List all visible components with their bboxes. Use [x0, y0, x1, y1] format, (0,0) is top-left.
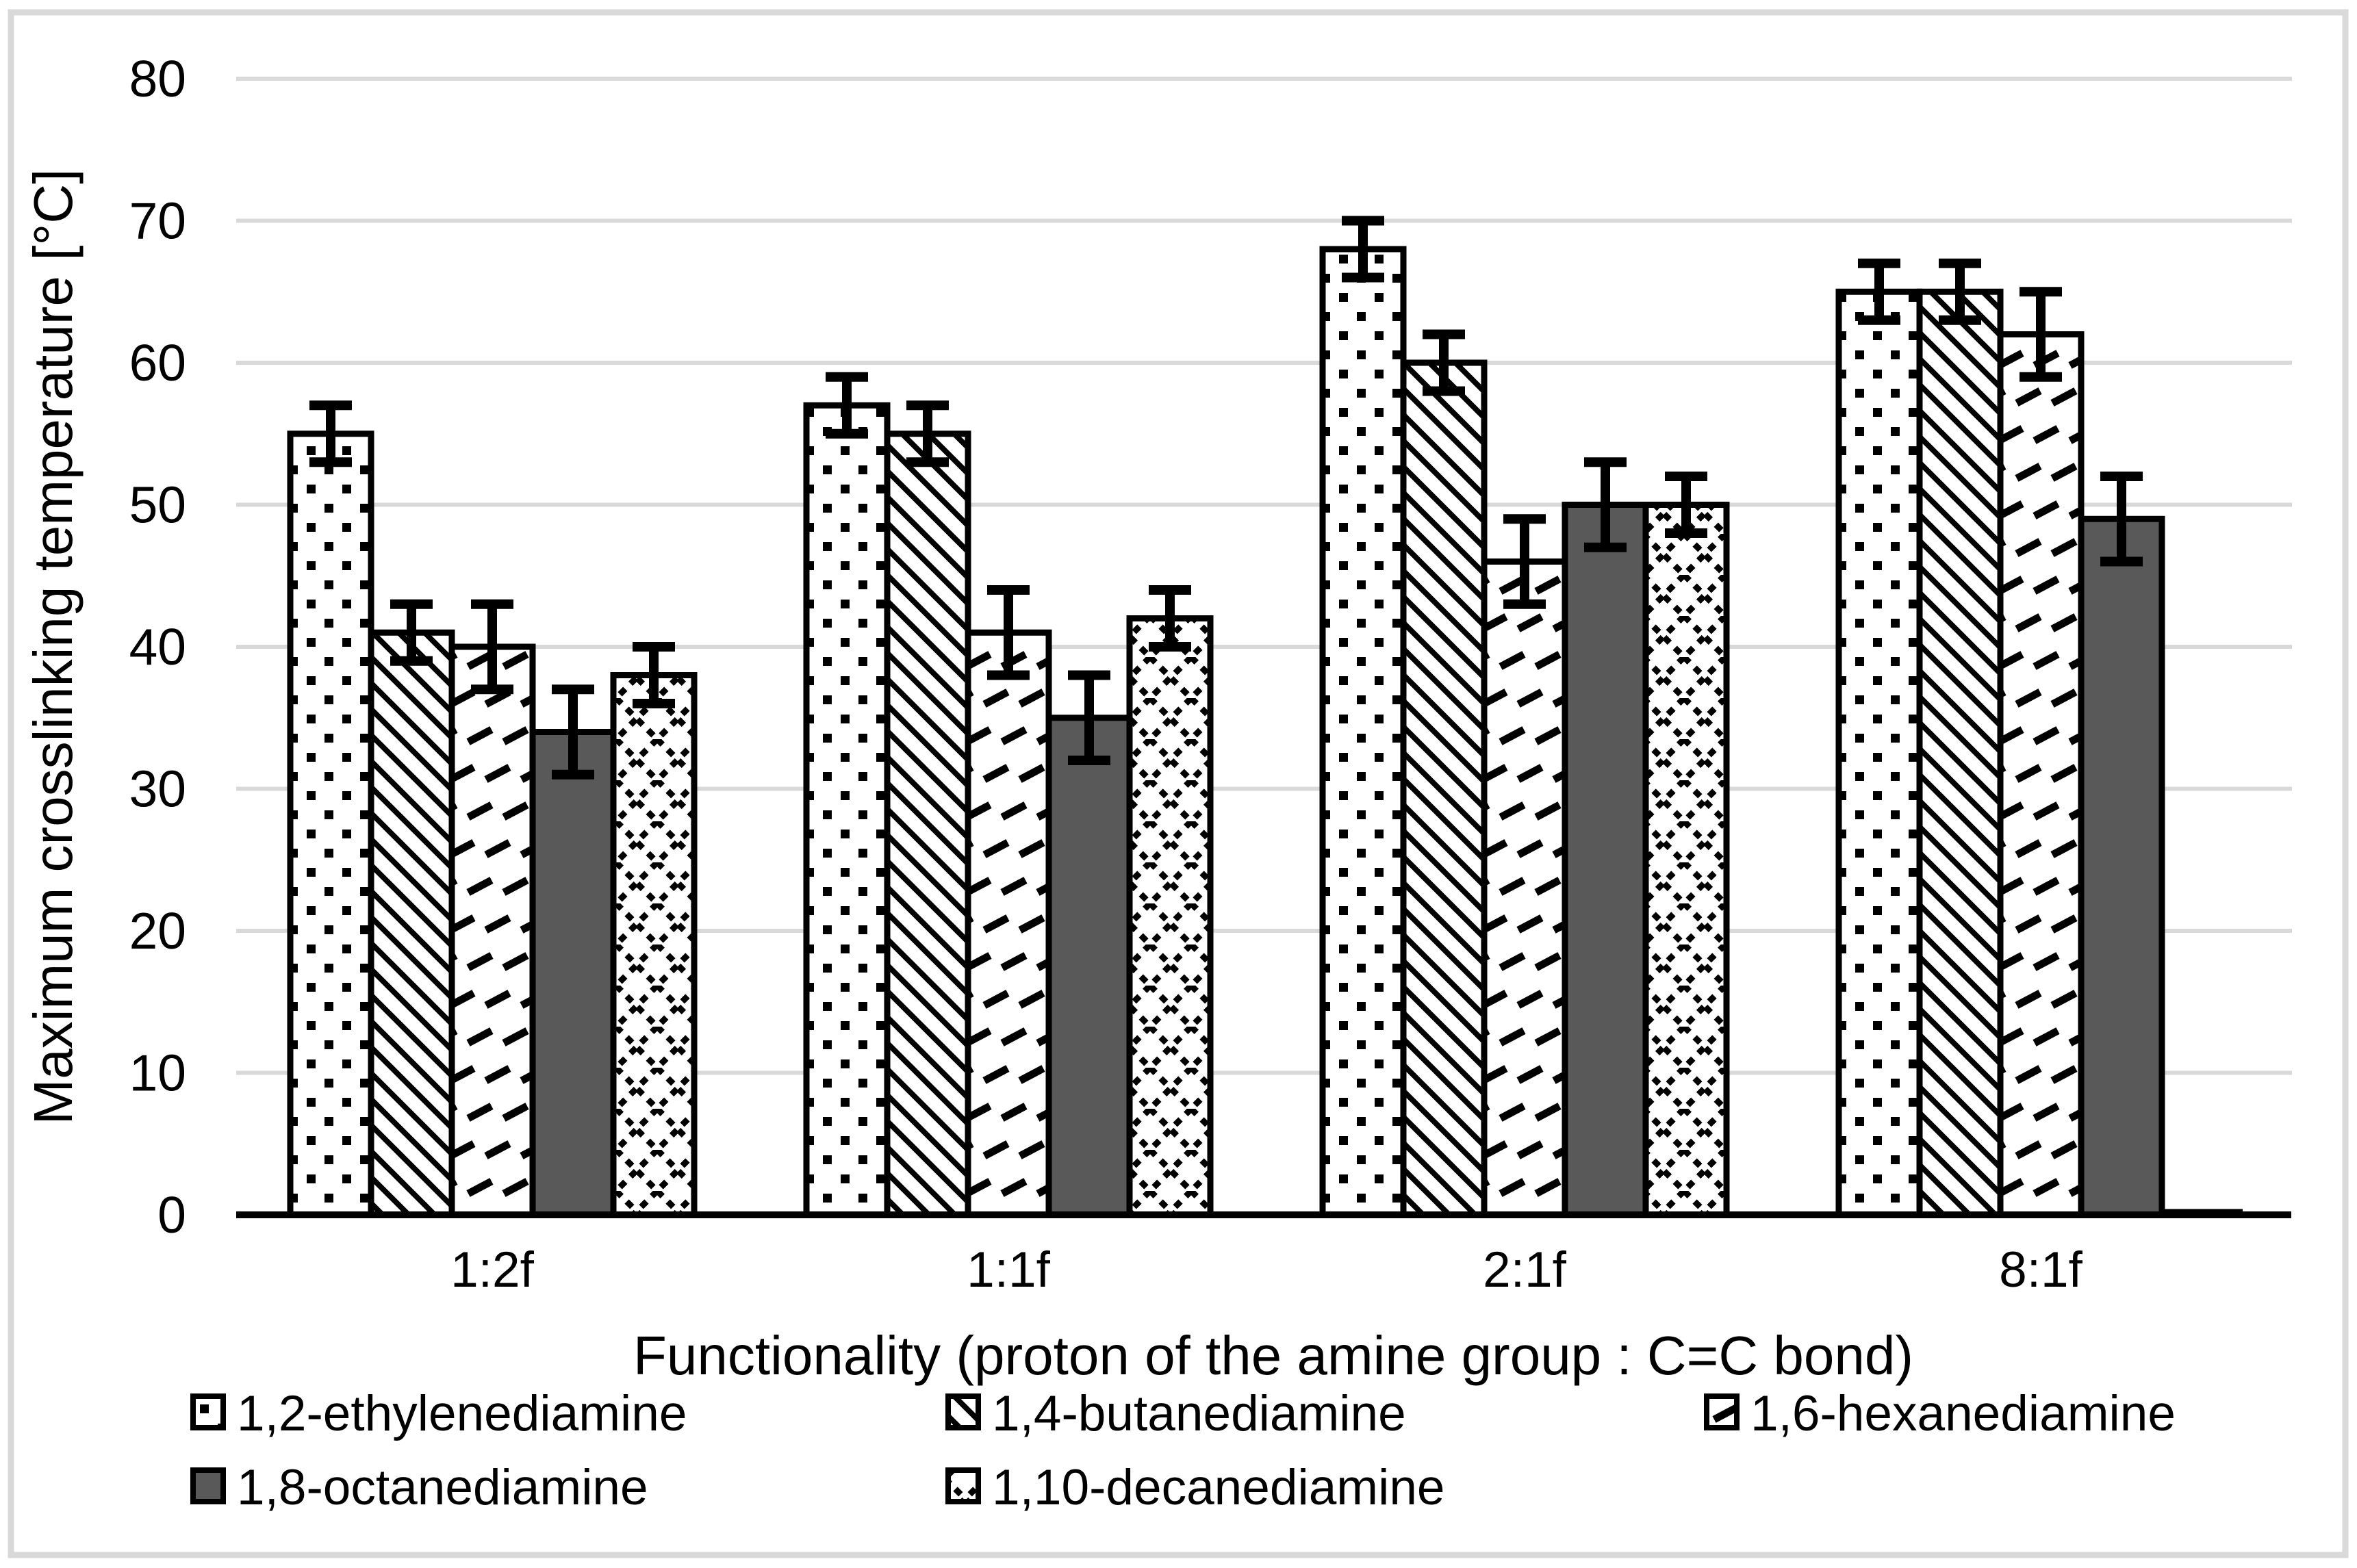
y-tick-label: 50 [129, 476, 186, 534]
y-tick-label: 80 [129, 50, 186, 107]
x-tick-label: 1:2f [450, 1242, 534, 1298]
legend-label: 1,8-octanediamine [237, 1460, 648, 1515]
bar [803, 402, 891, 1218]
y-axis-title: Maximum crosslinking temperature [°C] [23, 169, 84, 1125]
bar [368, 629, 455, 1218]
y-tick-label: 10 [129, 1044, 186, 1102]
bar [1835, 288, 1923, 1218]
bar [1481, 558, 1568, 1218]
bar [529, 729, 617, 1218]
legend-layer: 1,2-ethylenediamine 1,4-butanediamine 1,6-… [190, 1386, 2176, 1515]
bar [1562, 502, 1649, 1218]
bar [884, 430, 971, 1218]
legend-swatch [1704, 1393, 1740, 1430]
bar [1916, 288, 2004, 1218]
x-tick-label: 2:1f [1483, 1242, 1566, 1298]
x-tick-label: 8:1f [1999, 1242, 2082, 1298]
legend-swatch [945, 1467, 981, 1504]
bar [448, 643, 536, 1218]
y-tick-label: 40 [129, 618, 186, 676]
y-tick-label: 60 [129, 334, 186, 391]
legend-label: 1,4-butanediamine [992, 1386, 1406, 1441]
legend-swatch [190, 1467, 226, 1504]
legend-label: 1,10-decanediamine [992, 1460, 1445, 1515]
bar [1126, 615, 1214, 1218]
bar [965, 629, 1052, 1218]
y-tick-label: 20 [129, 902, 186, 960]
bars-layer [287, 216, 2243, 1218]
y-tick-label: 30 [129, 760, 186, 818]
legend-swatch [190, 1393, 226, 1430]
y-tick-label: 70 [129, 192, 186, 250]
bar [287, 430, 374, 1218]
bar [2078, 515, 2165, 1218]
bar [1997, 331, 2085, 1218]
bar [1319, 246, 1407, 1218]
legend-label: 1,2-ethylenediamine [237, 1386, 687, 1441]
chart-frame-border [8, 9, 2349, 1558]
bar [610, 672, 698, 1218]
y-tick-label: 0 [157, 1186, 186, 1244]
legend-label: 1,6-hexanediamine [1750, 1386, 2176, 1441]
legend-swatch [945, 1393, 981, 1430]
bar [1642, 502, 1730, 1218]
labels-layer: 0 10 20 30 40 50 60 70 80 1:2f 1:1f 2:1f 8:1f [129, 50, 2083, 1298]
bar [1045, 715, 1133, 1218]
bar [1400, 359, 1488, 1218]
x-axis-title: Functionality (proton of the amine group… [633, 1325, 1913, 1386]
x-tick-label: 1:1f [967, 1242, 1050, 1298]
